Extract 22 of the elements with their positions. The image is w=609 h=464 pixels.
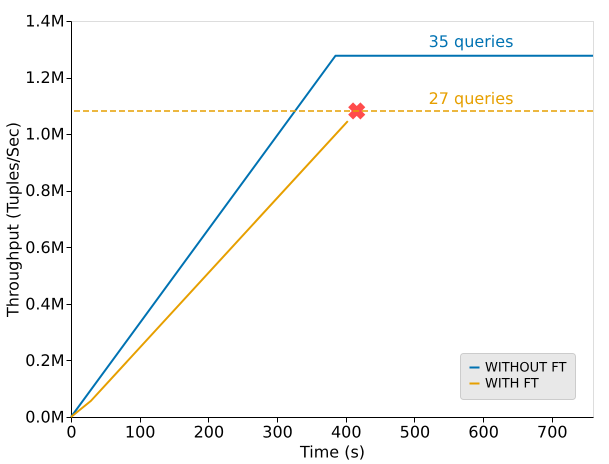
y-axis-title: Throughput (Tuples/Sec) xyxy=(3,122,22,318)
y-tick-label: 0.0M xyxy=(25,408,64,426)
y-tick-label: 0.6M xyxy=(25,238,64,257)
x-tick-label: 400 xyxy=(330,422,362,442)
x-tick-label: 300 xyxy=(262,422,293,442)
annotation: 35 queries xyxy=(428,32,514,51)
x-tick-label: 600 xyxy=(468,422,499,442)
x-tick-label: 500 xyxy=(400,422,430,442)
x-tick-label: 0 xyxy=(66,422,77,442)
legend-label: WITH FT xyxy=(485,376,539,392)
y-tick-label: 0.8M xyxy=(25,181,64,200)
y-tick-label: 1.2M xyxy=(25,68,64,88)
annotation: 27 queries xyxy=(428,89,514,108)
x-tick-label: 700 xyxy=(537,422,568,442)
y-tick-label: 1.0M xyxy=(25,124,64,144)
y-tick-label: 0.2M xyxy=(25,350,64,370)
x-tick-label: 100 xyxy=(124,422,156,442)
legend-label: WITHOUT FT xyxy=(485,360,566,376)
y-tick-label: 1.4M xyxy=(25,12,64,30)
x-tick-label: 200 xyxy=(194,422,224,442)
x-axis-title: Time (s) xyxy=(298,442,366,462)
y-tick-label: 0.4M xyxy=(25,294,64,314)
